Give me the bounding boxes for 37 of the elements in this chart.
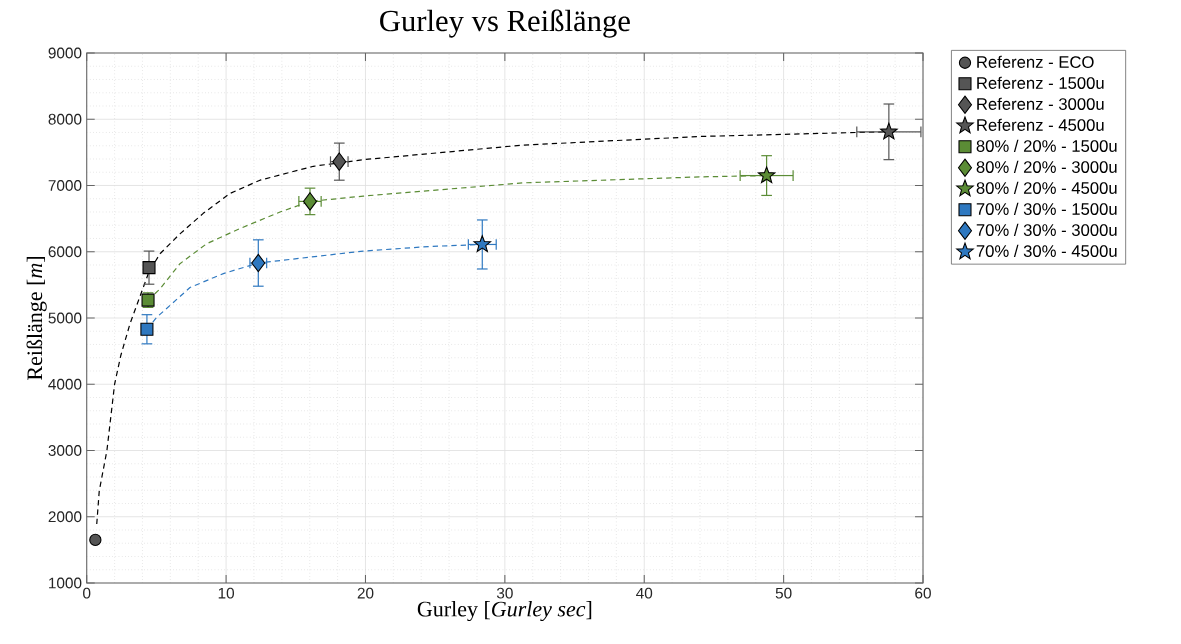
y-tick-label: 5000 xyxy=(48,312,82,324)
y-axis-title: Reißlänge [m] xyxy=(26,257,47,380)
x-tick-label: 30 xyxy=(496,587,513,599)
legend-label: Referenz - ECO xyxy=(977,55,1094,68)
legend-label: 80% / 20% - 1500u xyxy=(976,139,1117,152)
legend-label: 80% / 20% - 4500u xyxy=(976,181,1117,194)
legend-label: Referenz - 4500u xyxy=(977,118,1104,131)
x-tick-label: 20 xyxy=(357,587,374,599)
x-tick-label: 60 xyxy=(915,587,931,599)
point xyxy=(302,192,318,211)
y-tick-label: 1000 xyxy=(49,577,82,589)
legend-label: 70% / 30% - 3000u xyxy=(976,223,1117,236)
y-tick-label: 8000 xyxy=(48,113,82,125)
legend-label: 70% / 30% - 4500u xyxy=(976,244,1117,257)
legend-label: 80% / 20% - 3000u xyxy=(976,160,1117,173)
x-axis-title: Gurley [Gurley sec] xyxy=(417,601,592,622)
chart-title: Gurley vs Reißlänge xyxy=(380,9,630,38)
legend-label: Referenz - 3000u xyxy=(977,97,1104,110)
point xyxy=(140,322,154,336)
point xyxy=(89,533,102,547)
x-tick-label: 40 xyxy=(636,587,653,599)
y-tick-label: 3000 xyxy=(48,445,82,456)
point xyxy=(142,261,156,275)
y-tick-label: 6000 xyxy=(48,246,82,258)
y-tick-label: 4000 xyxy=(48,378,82,390)
point xyxy=(880,122,898,140)
x-tick-label: 10 xyxy=(218,587,235,599)
x-tick-label: 0 xyxy=(83,587,91,599)
y-tick-label: 2000 xyxy=(48,511,82,523)
legend-label: 70% / 30% - 1500u xyxy=(976,202,1117,215)
y-tick-label: 9000 xyxy=(48,47,82,59)
point xyxy=(251,253,266,273)
legend-label: Referenz - 1500u xyxy=(977,76,1104,89)
point xyxy=(473,235,492,253)
point xyxy=(757,166,776,184)
y-tick-label: 7000 xyxy=(48,180,82,191)
x-tick-label: 50 xyxy=(775,587,792,599)
